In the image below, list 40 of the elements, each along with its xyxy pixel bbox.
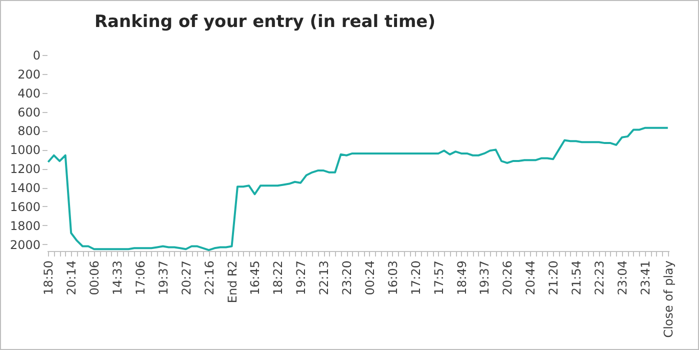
y-tick-label: 1200: [10, 162, 40, 176]
x-tick-label: 18:50: [42, 260, 56, 296]
y-tick-label: 400: [18, 86, 40, 100]
x-tick-label: 20:44: [524, 260, 538, 296]
x-tick-label: 23:20: [340, 260, 354, 296]
x-tick-label: 17:20: [408, 260, 423, 296]
x-tick-label: 17:06: [133, 260, 148, 296]
x-tick-label: 16:45: [248, 260, 262, 296]
x-tick-label: 20:14: [64, 260, 79, 296]
y-tick-label: 600: [18, 105, 40, 120]
x-tick-label: 21:54: [570, 260, 584, 296]
x-tick-label: 20:27: [179, 260, 194, 296]
x-tick-label: Close of play: [661, 260, 676, 338]
y-tick-label: 1000: [10, 143, 40, 158]
x-tick-label: 14:33: [110, 260, 125, 296]
y-tick-label: 0: [32, 48, 40, 62]
x-tick-label: 21:20: [546, 260, 561, 296]
y-tick-label: 1400: [10, 181, 40, 196]
x-tick-label: 18:49: [454, 260, 469, 296]
y-tick-label: 1600: [10, 200, 40, 214]
x-tick-label: 22:13: [317, 260, 332, 296]
x-tick-label: 17:57: [432, 260, 446, 296]
x-tick-label: 23:04: [615, 260, 630, 296]
y-tick-label: 1800: [10, 218, 40, 233]
x-tick-label: 19:27: [294, 260, 308, 296]
y-tick-label: 200: [18, 67, 40, 82]
x-tick-label: 18:22: [271, 260, 286, 296]
x-tick-label: 22:16: [202, 260, 216, 296]
x-tick-label: 19:37: [156, 260, 170, 296]
y-tick-label: 2000: [10, 238, 40, 252]
x-tick-label: 00:06: [88, 260, 102, 296]
chart-title: Ranking of your entry (in real time): [94, 12, 436, 32]
x-tick-label: 19:37: [478, 260, 492, 296]
y-tick-label: 800: [18, 124, 40, 138]
x-tick-label: End R2: [225, 260, 240, 304]
x-tick-label: 16:03: [386, 260, 400, 296]
x-tick-label: 22:23: [592, 260, 606, 296]
x-tick-label: 00:24: [362, 260, 377, 296]
x-tick-label: 23:41: [638, 260, 652, 296]
x-tick-label: 20:26: [500, 260, 515, 296]
